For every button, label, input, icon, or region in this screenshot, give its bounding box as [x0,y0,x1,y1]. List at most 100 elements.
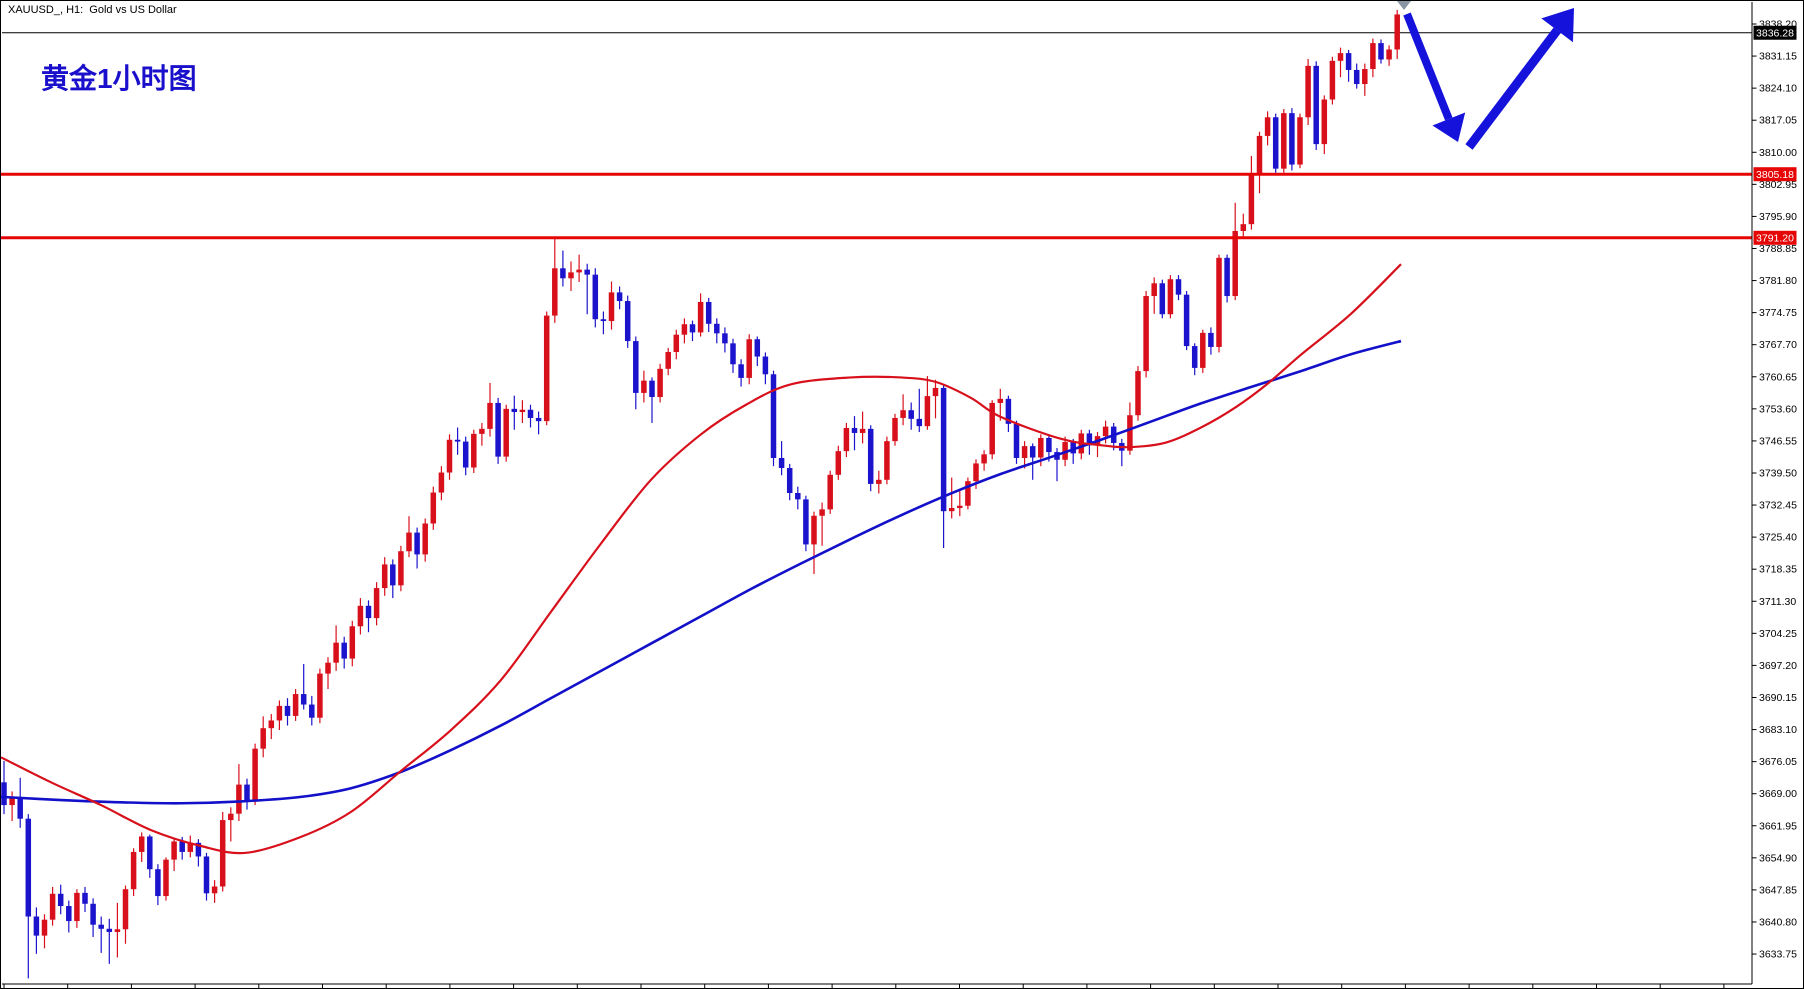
candle-body [1143,296,1149,372]
candle-body [1281,113,1287,169]
candle-body [989,402,995,455]
y-axis-tick-label: 3774.75 [1759,307,1797,319]
candle-body [487,402,493,429]
candle-body [697,301,704,333]
y-axis-tick-label: 3810.00 [1759,147,1797,159]
candle-body [1102,426,1109,437]
candle-body [859,428,866,433]
candle-body [851,427,858,433]
candle-body [600,319,607,322]
candle-body [811,515,817,545]
candle-body [770,374,777,458]
candle-body [940,387,947,512]
candle-body [9,798,15,806]
rally-up-arrow-head[interactable] [1541,8,1574,43]
y-axis-tick-label: 3767.70 [1759,339,1797,351]
y-axis-tick-label: 3817.05 [1759,115,1797,127]
y-axis-tick-label: 3704.25 [1759,628,1797,640]
candle-body [867,428,874,484]
chart-window-title: XAUUSD_, H1: Gold vs US Dollar [8,4,177,16]
candle-body [300,694,307,705]
candle-body [430,492,437,524]
candle-body [1256,135,1263,174]
candle-body [1208,332,1214,347]
candle-body [900,410,906,418]
candle-body [1159,283,1166,315]
candle-body [884,441,890,480]
y-axis-tick-label: 3725.40 [1759,532,1797,544]
candle-body [681,324,688,335]
candle-body [252,748,258,801]
candle-body [122,889,129,930]
candle-body [398,551,404,586]
candle-body [163,859,169,897]
y-axis-tick-label: 3802.95 [1759,179,1797,191]
candle-body [511,408,518,413]
candle-body [1046,437,1052,453]
current-price-tag-box [1753,25,1797,40]
candle-body [819,509,825,516]
candle-body [106,928,113,932]
candle-body [1216,257,1222,347]
candle-body [292,694,299,716]
candle-body [471,433,477,468]
candle-body [948,508,955,512]
candle-body [892,417,898,442]
candle-body [689,324,696,333]
candle-body [1200,332,1206,368]
candle-body [74,892,80,922]
pointer-triangle-icon [1397,1,1411,10]
chart-annotation-label: 黄金1小时图 [41,63,197,94]
candle-body [924,396,931,427]
candle-body [57,893,64,907]
candle-body [1289,113,1295,165]
y-axis-tick-label: 3795.90 [1759,211,1797,223]
candle-body [333,642,339,663]
candle-body [535,417,542,422]
candle-body [835,451,842,475]
pullback-down-arrow-head[interactable] [1432,112,1466,142]
y-axis-tick-label: 3654.90 [1759,852,1797,864]
candle-body [657,368,663,398]
candle-body [1183,294,1190,347]
candle-body [1038,437,1044,458]
candle-body [1029,446,1036,458]
candle-body [325,662,331,674]
candle-body [560,268,566,279]
candle-body [155,869,161,897]
candle-body [576,269,582,273]
candle-body [438,472,445,493]
candle-body [1345,53,1352,70]
candle-body [1005,398,1012,424]
candle-body [479,428,485,434]
candle-body [932,387,939,397]
candle-body [981,454,987,464]
y-axis-tick-label: 3697.20 [1759,660,1797,672]
candle-body [957,505,963,509]
candle-body [1086,433,1093,446]
candle-body [1224,257,1230,297]
horizontal-lines-layer [1,172,1752,240]
candle-body [90,903,96,925]
candle-body [641,380,647,393]
rally-up-arrow-shaft[interactable] [1465,27,1561,150]
candle-body [1394,14,1400,50]
candle-body [795,493,801,500]
y-axis-tick-label: 3739.50 [1759,467,1797,479]
candle-body [1305,65,1311,118]
candle-body [1386,49,1392,60]
candle-body [406,532,412,552]
candle-body [876,479,882,484]
pullback-down-arrow-shaft[interactable] [1403,12,1453,121]
candle-body [1167,279,1174,315]
candle-body [171,841,177,860]
y-axis-tick-label: 3831.15 [1759,51,1797,63]
candle-body [462,441,469,468]
upper-line-price-tag-box [1753,167,1797,182]
y-axis-tick-label: 3669.00 [1759,788,1797,800]
candle-body [1370,43,1376,70]
y-axis-tick-label: 3690.15 [1759,692,1797,704]
candle-body [714,323,720,334]
